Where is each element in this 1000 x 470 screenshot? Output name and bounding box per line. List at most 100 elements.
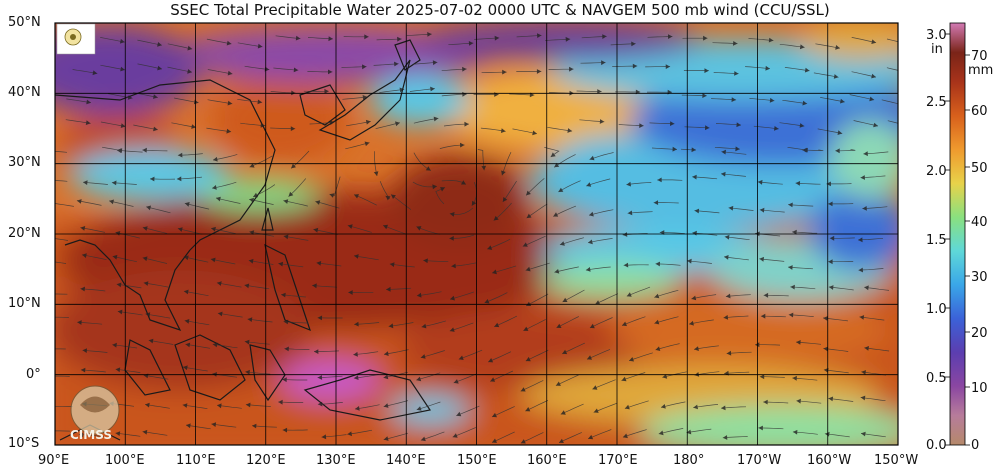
wind-arrowhead bbox=[792, 429, 798, 435]
colorbar-in-tick: 0.0 bbox=[926, 438, 947, 453]
wind-arrowhead bbox=[522, 242, 528, 247]
wind-arrowhead bbox=[587, 355, 592, 360]
wind-arrowhead bbox=[492, 269, 497, 275]
wind-arrowhead bbox=[802, 100, 808, 106]
wind-arrowhead bbox=[456, 411, 462, 417]
lon-label: 150°E bbox=[457, 453, 497, 468]
wind-arrowhead bbox=[145, 402, 150, 408]
wind-arrowhead bbox=[329, 193, 335, 198]
wind-arrowhead bbox=[82, 348, 87, 353]
lat-label: 10°N bbox=[8, 296, 41, 311]
wind-arrowhead bbox=[907, 123, 912, 128]
wind-arrowhead bbox=[622, 321, 627, 327]
wind-arrowhead bbox=[187, 69, 192, 74]
wind-arrowhead bbox=[653, 200, 659, 205]
wind-arrowhead bbox=[759, 374, 765, 380]
wind-arrowhead bbox=[460, 142, 465, 148]
wind-arrowhead bbox=[80, 286, 85, 292]
wind-arrowhead bbox=[117, 309, 123, 315]
wind-arrowhead bbox=[142, 226, 148, 231]
wind-arrowhead bbox=[833, 74, 839, 79]
wind-arrowhead bbox=[488, 358, 494, 363]
wind-arrowhead bbox=[532, 130, 537, 136]
wind-arrowhead bbox=[41, 258, 46, 263]
colorbar-in-tick: 0.5 bbox=[926, 371, 947, 386]
wind-arrowhead bbox=[601, 60, 606, 66]
wind-arrowhead bbox=[76, 199, 82, 204]
wind-arrowhead bbox=[191, 124, 196, 129]
wind-arrowhead bbox=[670, 121, 675, 126]
wind-arrowhead bbox=[452, 433, 458, 438]
wind-arrowhead bbox=[691, 295, 697, 301]
wind-arrowhead bbox=[145, 312, 151, 317]
wind-arrowhead bbox=[828, 396, 834, 402]
wind-arrowhead bbox=[796, 340, 801, 345]
wind-arrowhead bbox=[216, 281, 222, 286]
lat-label: 0° bbox=[26, 367, 41, 382]
wind-arrowhead bbox=[247, 317, 253, 322]
wind-arrowhead bbox=[383, 403, 389, 408]
wind-arrowhead bbox=[416, 406, 422, 411]
wind-arrowhead bbox=[450, 295, 455, 301]
wind-arrowhead bbox=[78, 432, 84, 438]
wind-arrowhead bbox=[291, 163, 296, 169]
wind-arrowhead bbox=[184, 319, 190, 324]
wind-arrowhead bbox=[432, 184, 437, 190]
wind-arrowhead bbox=[348, 290, 353, 295]
wind-arrowhead bbox=[569, 66, 574, 72]
wind-arrowhead bbox=[468, 41, 474, 46]
wind-arrowhead bbox=[824, 431, 830, 437]
wind-arrowhead bbox=[493, 215, 499, 221]
wind-arrowhead bbox=[705, 125, 710, 131]
wind-arrowhead bbox=[80, 367, 86, 373]
wind-arrowhead bbox=[43, 235, 48, 240]
wind-arrowhead bbox=[490, 377, 496, 382]
wind-arrowhead bbox=[525, 356, 531, 362]
wind-arrowhead bbox=[353, 351, 358, 357]
wind-arrowhead bbox=[765, 65, 770, 71]
wind-arrowhead bbox=[592, 385, 598, 390]
colorbar-in-tick: 1.5 bbox=[926, 233, 947, 248]
wind-arrowhead bbox=[502, 197, 508, 202]
wind-arrowhead bbox=[153, 126, 158, 132]
colorbar-in-tick: 3.0 bbox=[926, 28, 947, 43]
wind-arrowhead bbox=[823, 316, 828, 321]
wind-arrowhead bbox=[427, 32, 432, 37]
wind-arrowhead bbox=[226, 128, 232, 134]
wind-arrowhead bbox=[112, 254, 118, 260]
wind-arrowhead bbox=[589, 211, 594, 217]
wind-arrowhead bbox=[829, 235, 835, 241]
wind-arrowhead bbox=[316, 261, 322, 266]
wind-arrowhead bbox=[567, 128, 573, 133]
wind-arrowhead bbox=[559, 241, 565, 246]
wind-arrowhead bbox=[589, 323, 595, 329]
lon-label: 170°W bbox=[737, 453, 782, 468]
wind-arrowhead bbox=[187, 45, 193, 51]
wind-arrowhead bbox=[425, 166, 431, 171]
wind-streamline bbox=[55, 180, 68, 182]
wind-arrowhead bbox=[871, 39, 877, 44]
wind-arrowhead bbox=[433, 116, 439, 122]
lon-label: 160°W bbox=[807, 453, 852, 468]
wind-arrowhead bbox=[627, 210, 633, 216]
wind-arrowhead bbox=[537, 33, 542, 38]
wind-arrowhead bbox=[536, 69, 542, 74]
wind-arrowhead bbox=[183, 255, 189, 261]
wind-arrowhead bbox=[657, 177, 662, 183]
lon-label: 110°E bbox=[176, 453, 216, 468]
wind-arrowhead bbox=[593, 408, 599, 413]
wind-arrowhead bbox=[624, 404, 630, 410]
wind-arrowhead bbox=[621, 376, 627, 382]
wind-arrowhead bbox=[354, 321, 359, 327]
colorbar-mm-tick: 40 bbox=[971, 215, 988, 230]
wind-arrowhead bbox=[143, 281, 149, 286]
colorbar-mm-unit: mm bbox=[968, 63, 994, 78]
wind-arrowhead bbox=[440, 187, 445, 192]
wind-arrowhead bbox=[759, 207, 765, 213]
wind-arrowhead bbox=[193, 99, 199, 105]
wind-arrowhead bbox=[639, 123, 644, 128]
wind-arrowhead bbox=[726, 350, 732, 356]
wind-arrowhead bbox=[523, 326, 529, 331]
wind-arrowhead bbox=[901, 102, 906, 107]
wind-arrowhead bbox=[317, 375, 323, 380]
